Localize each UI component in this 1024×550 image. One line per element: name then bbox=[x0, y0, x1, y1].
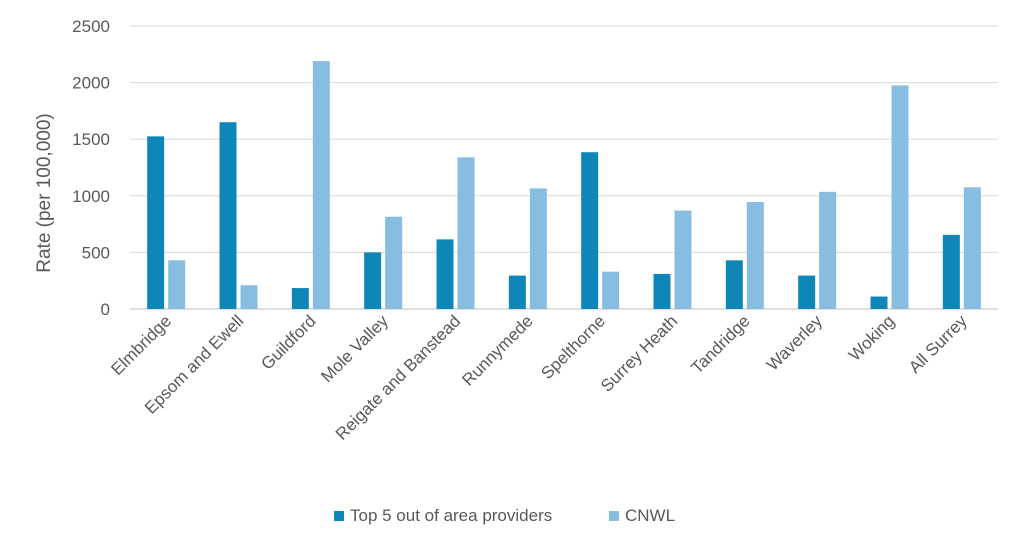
bar-cnwl bbox=[963, 187, 981, 309]
x-tick-label: Elmbridge bbox=[107, 311, 175, 379]
legend: Top 5 out of area providers CNWL bbox=[334, 506, 675, 525]
bar-cnwl bbox=[529, 188, 547, 309]
bar-cnwl bbox=[746, 202, 764, 309]
bar-top5 bbox=[436, 239, 454, 309]
bar-cnwl bbox=[674, 210, 692, 309]
y-tick-label: 1500 bbox=[72, 130, 110, 149]
legend-label-cnwl: CNWL bbox=[625, 506, 675, 525]
legend-swatch-cnwl bbox=[609, 511, 619, 521]
x-tick-label: Woking bbox=[845, 311, 898, 364]
bar-cnwl bbox=[168, 260, 186, 309]
legend-swatch-top5 bbox=[334, 511, 344, 521]
x-tick-label: Reigate and Banstead bbox=[332, 311, 464, 443]
bar-top5 bbox=[870, 296, 888, 309]
x-tick-label: Guildford bbox=[257, 311, 319, 373]
y-tick-label: 2000 bbox=[72, 74, 110, 93]
y-tick-label: 2500 bbox=[72, 17, 110, 36]
bar-top5 bbox=[219, 122, 237, 309]
y-tick-label: 0 bbox=[101, 300, 110, 319]
y-tick-label: 1000 bbox=[72, 187, 110, 206]
x-tick-label: Runnymede bbox=[458, 311, 536, 389]
bar-cnwl bbox=[819, 191, 837, 309]
bars bbox=[147, 61, 981, 310]
bar-cnwl bbox=[385, 216, 403, 309]
bar-cnwl bbox=[602, 271, 620, 309]
y-axis-tick-labels: 0 500 1000 1500 2000 2500 bbox=[72, 17, 110, 319]
bar-top5 bbox=[798, 275, 816, 309]
bar-top5 bbox=[508, 275, 526, 309]
bar-cnwl bbox=[891, 85, 909, 310]
x-tick-label: Surrey Heath bbox=[597, 311, 681, 395]
x-tick-label: Waverley bbox=[763, 311, 826, 374]
bar-top5 bbox=[291, 288, 309, 309]
bar-cnwl bbox=[457, 157, 475, 309]
bar-top5 bbox=[653, 273, 671, 309]
legend-label-top5: Top 5 out of area providers bbox=[350, 506, 552, 525]
y-tick-label: 500 bbox=[82, 243, 110, 262]
x-tick-label: Mole Valley bbox=[317, 311, 392, 386]
gridlines bbox=[130, 25, 998, 310]
x-tick-label: Tandridge bbox=[687, 311, 753, 377]
x-tick-label: Spelthorne bbox=[537, 311, 609, 383]
bar-top5 bbox=[147, 136, 165, 309]
bar-top5 bbox=[942, 234, 960, 309]
y-axis-label: Rate (per 100,000) bbox=[34, 113, 55, 273]
bar-top5 bbox=[581, 152, 599, 309]
bar-cnwl bbox=[312, 61, 330, 310]
bar-top5 bbox=[725, 260, 743, 309]
bar-cnwl bbox=[240, 285, 258, 309]
bar-top5 bbox=[364, 252, 382, 309]
x-tick-label: All Surrey bbox=[905, 311, 971, 377]
